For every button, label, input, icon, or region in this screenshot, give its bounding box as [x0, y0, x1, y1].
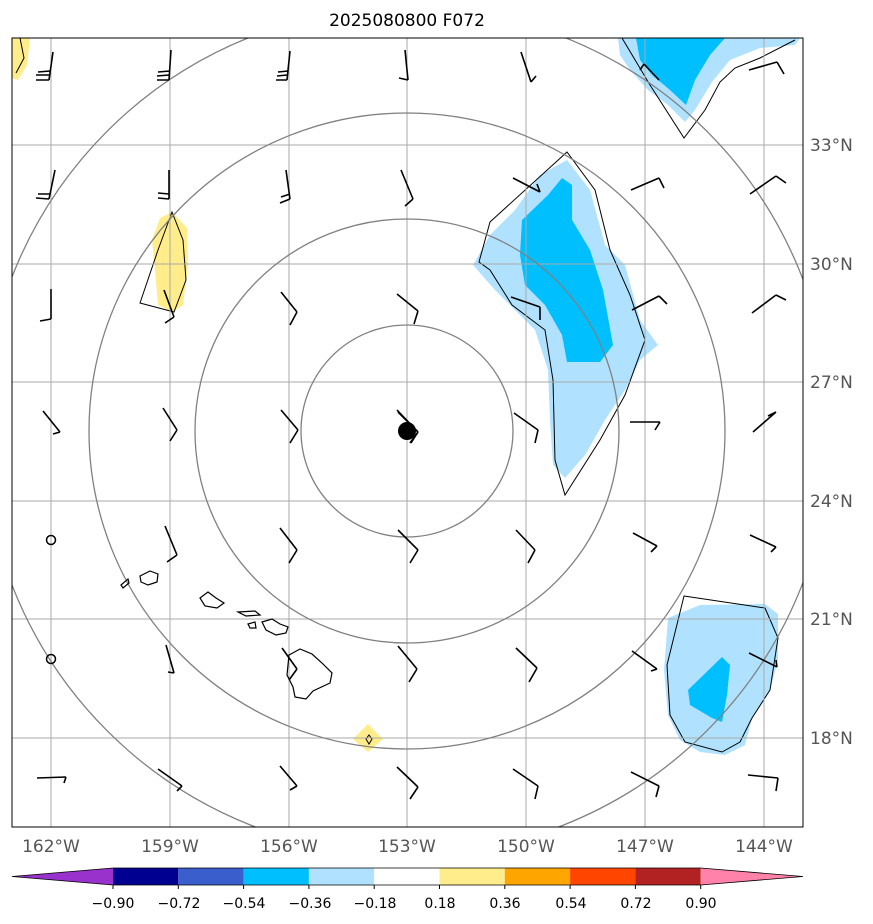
- colorbar-tick-label: 0.18: [424, 896, 455, 912]
- hawaiian-islands: [120, 570, 333, 700]
- island-niihau: [120, 577, 130, 589]
- colorbar-tick-label: −0.36: [289, 896, 332, 912]
- colorbar-segment: [570, 868, 636, 885]
- colorbar-tick-label: −0.90: [92, 896, 135, 912]
- colorbar: [11, 867, 804, 889]
- lat-label: 24°N: [810, 492, 853, 512]
- colorbar-tick-label: 0.36: [489, 896, 520, 912]
- graticule: [12, 38, 803, 827]
- island-maui: [261, 618, 289, 636]
- lon-label: 144°W: [735, 837, 793, 857]
- island-lanai: [247, 621, 257, 629]
- lat-label: 18°N: [810, 729, 853, 749]
- colorbar-labels: −0.90 −0.72 −0.54 −0.36 −0.18 0.18 0.36 …: [92, 896, 717, 912]
- colorbar-segment: [374, 868, 440, 885]
- colorbar-segment: [113, 868, 179, 885]
- lon-label: 153°W: [378, 837, 436, 857]
- colorbar-segment: [439, 868, 505, 885]
- colorbar-tick-label: 0.54: [555, 896, 586, 912]
- island-kauai: [139, 570, 159, 586]
- map-area: [12, 38, 803, 827]
- contour-line-layer: [15, 38, 796, 753]
- colorbar-segment: [243, 868, 309, 885]
- colorbar-segment: [504, 868, 571, 885]
- latitude-labels: 33°N 30°N 27°N 24°N 21°N 18°N: [810, 136, 853, 749]
- station-markers: [45, 534, 57, 665]
- lon-label: 150°W: [497, 837, 555, 857]
- longitude-labels: 162°W 159°W 156°W 153°W 150°W 147°W 144°…: [22, 837, 793, 857]
- map-title: 2025080800 F072: [329, 11, 485, 31]
- colorbar-tick-label: −0.54: [223, 896, 266, 912]
- colorbar-tick-label: 0.90: [685, 896, 716, 912]
- colorbar-extend-low: [12, 868, 113, 885]
- island-hawaii: [286, 648, 333, 700]
- map-frame: [11, 37, 804, 828]
- lon-label: 162°W: [22, 837, 80, 857]
- colorbar-tick-label: −0.18: [354, 896, 397, 912]
- lon-label: 156°W: [260, 837, 318, 857]
- lat-label: 33°N: [810, 136, 853, 156]
- lat-label: 21°N: [810, 610, 853, 630]
- colorbar-segment: [308, 868, 375, 885]
- center-marker: [397, 411, 419, 444]
- colorbar-tick-label: −0.72: [158, 896, 201, 912]
- colorbar-tick-label: 0.72: [620, 896, 651, 912]
- colorbar-extend-high: [700, 868, 803, 885]
- lon-label: 147°W: [616, 837, 674, 857]
- colorbar-segment: [635, 868, 701, 885]
- colorbar-segment: [178, 868, 244, 885]
- lon-label: 159°W: [141, 837, 199, 857]
- lat-label: 30°N: [810, 255, 853, 275]
- wind-barbs: [35, 49, 787, 800]
- island-molokai: [235, 610, 262, 617]
- range-rings: [12, 38, 803, 827]
- island-oahu: [199, 591, 226, 609]
- lat-label: 27°N: [810, 373, 853, 393]
